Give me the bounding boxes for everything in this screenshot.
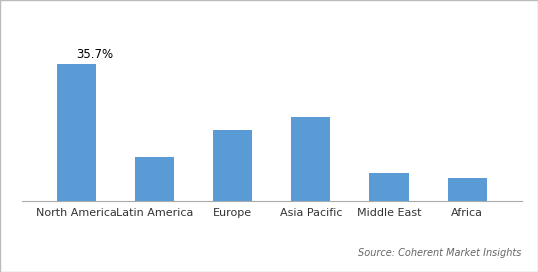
Text: Source: Coherent Market Insights: Source: Coherent Market Insights (358, 249, 522, 258)
Bar (291, 117, 330, 201)
Bar (135, 157, 174, 201)
Bar (213, 130, 252, 201)
Bar (370, 172, 408, 201)
Text: 35.7%: 35.7% (76, 48, 114, 61)
Bar (448, 178, 487, 201)
Bar (56, 64, 96, 201)
